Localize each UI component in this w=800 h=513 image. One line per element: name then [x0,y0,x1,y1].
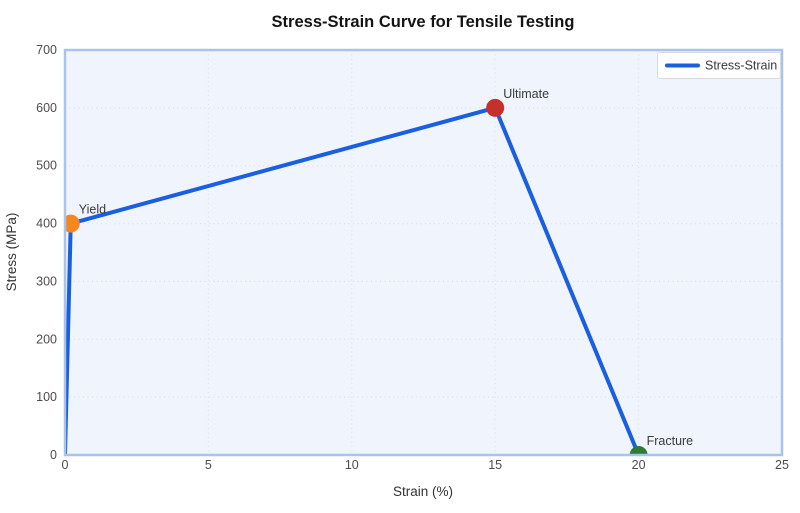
x-tick-label: 20 [632,458,646,472]
yield-label: Yield [79,203,106,217]
y-tick-label: 500 [36,159,57,173]
legend-box [657,52,781,79]
x-axis-label: Strain (%) [393,484,453,499]
x-tick-label: 25 [775,458,789,472]
x-tick-label: 10 [345,458,359,472]
y-tick-label: 700 [36,43,57,57]
ultimate-marker [486,98,505,117]
series-line [65,105,641,455]
y-tick-label: 100 [36,390,57,404]
markers-layer [65,98,648,455]
x-tick-label: 0 [62,458,69,472]
y-axis-label: Stress (MPa) [4,213,19,292]
tick-labels: 0 5 10 15 20 25 0 100 200 300 400 500 600 700 [36,43,789,472]
fracture-label: Fracture [647,434,694,448]
y-tick-label: 400 [36,217,57,231]
series-layer [65,105,641,455]
legend-label: Stress-Strain [705,59,777,73]
ultimate-label: Ultimate [503,87,549,101]
plot-area [65,50,782,455]
y-tick-label: 0 [50,448,57,462]
y-tick-label: 300 [36,274,57,288]
annotations: Yield Ultimate Fracture [79,87,693,448]
fracture-marker [629,446,648,455]
chart-title: Stress-Strain Curve for Tensile Testing [272,13,575,31]
x-tick-label: 15 [488,458,502,472]
x-tick-label: 5 [205,458,212,472]
yield-marker [65,214,80,233]
plot-border [63,48,784,457]
y-tick-label: 200 [36,332,57,346]
y-tick-label: 600 [36,101,57,115]
legend[interactable]: Stress-Strain [657,52,781,79]
